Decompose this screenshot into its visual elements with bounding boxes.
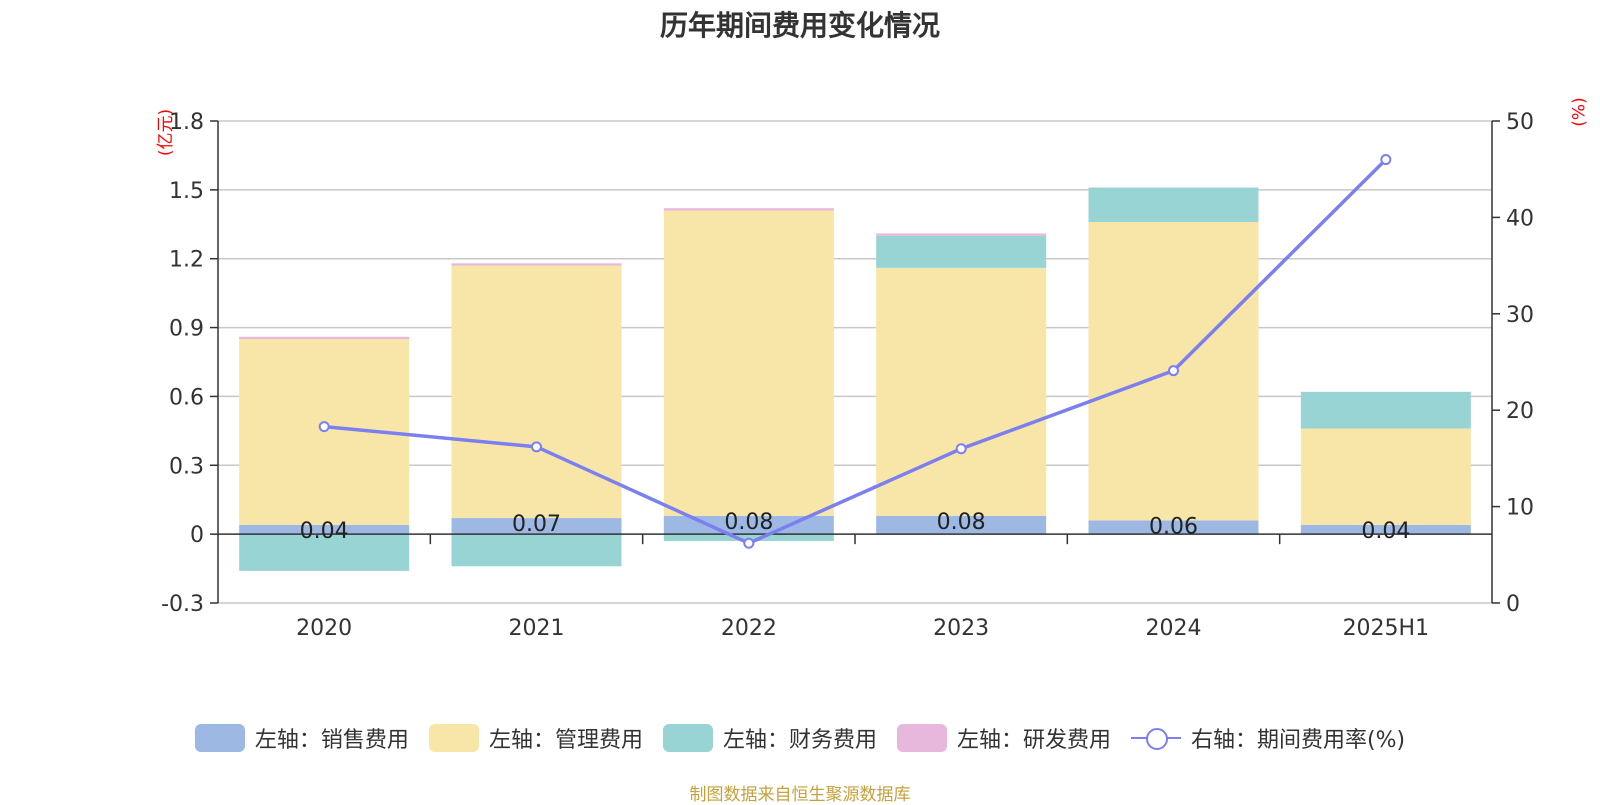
bar-2023-series-2 xyxy=(876,235,1047,268)
bar-2021-series-0 xyxy=(451,518,622,535)
left-axis-tick-label: 0.6 xyxy=(169,385,204,410)
bar-2022-series-3 xyxy=(663,208,834,211)
bar-2023-series-0 xyxy=(876,515,1047,535)
bar-2023-series-1 xyxy=(876,267,1047,516)
x-axis-label-2025H1: 2025H1 xyxy=(1343,616,1430,641)
legend-item-admin[interactable]: 左轴：管理费用 xyxy=(428,722,643,754)
legend-item-finance[interactable]: 左轴：财务费用 xyxy=(662,722,877,754)
legend-label-expense-rate: 右轴：期间费用率(%) xyxy=(1190,728,1406,753)
left-axis-tick-label: 0.3 xyxy=(169,454,204,479)
point-expense-rate-2024 xyxy=(1168,365,1179,377)
line-expense-rate xyxy=(324,158,1388,546)
right-axis-tick-label: 30 xyxy=(1506,303,1534,328)
x-axis-label-2024: 2024 xyxy=(1146,616,1202,641)
legend-swatch-admin xyxy=(428,724,479,752)
chart-title: 历年期间费用变化情况 xyxy=(659,9,940,42)
data-label-sales-2024: 0.06 xyxy=(1149,514,1198,539)
data-label-sales-2025H1: 0.04 xyxy=(1361,519,1410,544)
legend-swatch-sales xyxy=(194,724,245,752)
point-expense-rate-2025H1 xyxy=(1380,154,1392,166)
x-axis-label-2021: 2021 xyxy=(509,616,565,641)
data-label-sales-2021: 0.07 xyxy=(512,512,561,537)
point-expense-rate-2021 xyxy=(531,441,542,453)
right-axis-tick-label: 40 xyxy=(1506,206,1534,231)
legend-swatch-rnd xyxy=(896,724,947,752)
legend-label-rnd: 左轴：研发费用 xyxy=(956,728,1111,753)
bar-2022-series-2 xyxy=(663,534,834,542)
bar-2021-series-1 xyxy=(451,265,622,519)
legend-item-rnd[interactable]: 左轴：研发费用 xyxy=(896,722,1111,754)
x-axis-label-2023: 2023 xyxy=(933,616,989,641)
point-expense-rate-2020 xyxy=(318,421,330,433)
bar-2023-series-3 xyxy=(876,233,1047,236)
bar-2024-series-0 xyxy=(1088,520,1259,535)
legend-swatch-finance xyxy=(662,724,713,752)
left-axis-tick-label: 1.5 xyxy=(169,179,204,204)
bar-2025H1-series-0 xyxy=(1300,524,1471,535)
bar-2021-series-2 xyxy=(451,534,622,567)
legend-item-sales[interactable]: 左轴：销售费用 xyxy=(194,722,409,754)
left-axis-tick-label: -0.3 xyxy=(161,592,204,617)
bar-2020-series-2 xyxy=(239,534,410,571)
right-axis-tick-label: 50 xyxy=(1506,110,1534,135)
left-axis-tick-label: 0 xyxy=(190,523,204,548)
right-axis-tick-label: 20 xyxy=(1506,399,1534,424)
bar-2020-series-3 xyxy=(239,336,410,340)
bar-2022-series-0 xyxy=(663,515,834,535)
right-axis-tick-label: 10 xyxy=(1506,496,1534,521)
bar-2025H1-series-1 xyxy=(1300,428,1471,525)
x-axis-label-2020: 2020 xyxy=(296,616,352,641)
left-axis-tick-label: 1.8 xyxy=(169,110,204,135)
legend-swatch-expense-rate xyxy=(1130,724,1181,752)
point-expense-rate-2023 xyxy=(955,443,967,455)
point-expense-rate-2022 xyxy=(743,537,755,549)
bar-2021-series-3 xyxy=(451,263,622,266)
legend-label-admin: 左轴：管理费用 xyxy=(488,728,643,753)
legend-item-expense-rate[interactable]: 右轴：期间费用率(%) xyxy=(1130,722,1406,754)
legend: 左轴：销售费用 左轴：管理费用 左轴：财务费用 左轴：研发费用 右轴：期间费用率… xyxy=(0,722,1600,754)
right-axis-tick-label: 0 xyxy=(1506,592,1520,617)
data-label-sales-2023: 0.08 xyxy=(937,510,986,535)
legend-label-finance: 左轴：财务费用 xyxy=(722,728,877,753)
legend-label-sales: 左轴：销售费用 xyxy=(254,728,409,753)
data-label-sales-2022: 0.08 xyxy=(724,510,773,535)
bar-2022-series-1 xyxy=(663,210,834,516)
bar-2020-series-0 xyxy=(239,524,410,535)
data-source-note: 制图数据来自恒生聚源数据库 xyxy=(689,785,911,805)
bar-2025H1-series-2 xyxy=(1300,391,1471,429)
left-axis-tick-label: 1.2 xyxy=(169,248,204,273)
left-axis-tick-label: 0.9 xyxy=(169,317,204,342)
bar-2024-series-2 xyxy=(1088,187,1259,222)
data-label-sales-2020: 0.04 xyxy=(300,519,349,544)
x-axis-label-2022: 2022 xyxy=(721,616,777,641)
